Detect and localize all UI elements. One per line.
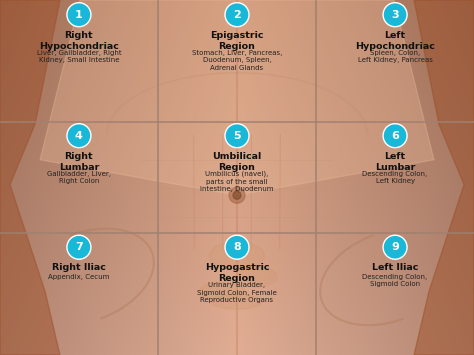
- Text: Spleen, Colon,
Left Kidney, Pancreas: Spleen, Colon, Left Kidney, Pancreas: [358, 50, 432, 63]
- Text: Epigastric
Region: Epigastric Region: [210, 31, 264, 51]
- Text: Right Iliac: Right Iliac: [52, 263, 106, 272]
- Circle shape: [383, 124, 407, 148]
- Text: 8: 8: [233, 242, 241, 252]
- Circle shape: [225, 124, 249, 148]
- Circle shape: [229, 187, 245, 203]
- Ellipse shape: [200, 282, 245, 300]
- Text: Umbilicus (navel),
parts of the small
intestine, Duodenum: Umbilicus (navel), parts of the small in…: [200, 171, 274, 192]
- Text: Descending Colon,
Sigmoid Colon: Descending Colon, Sigmoid Colon: [363, 274, 428, 287]
- Text: 2: 2: [233, 10, 241, 20]
- Circle shape: [383, 3, 407, 27]
- Text: Stomach, Liver, Pancreas,
Duodenum, Spleen,
Adrenal Glands: Stomach, Liver, Pancreas, Duodenum, Sple…: [192, 50, 282, 71]
- Circle shape: [383, 235, 407, 259]
- Text: Left
Lumbar: Left Lumbar: [375, 152, 415, 172]
- Text: 3: 3: [391, 10, 399, 20]
- Polygon shape: [40, 0, 434, 195]
- Text: Urinary Bladder,
Sigmoid Colon, Female
Reproductive Organs: Urinary Bladder, Sigmoid Colon, Female R…: [197, 282, 277, 303]
- Circle shape: [233, 191, 241, 199]
- Text: Left
Hypochondriac: Left Hypochondriac: [355, 31, 435, 51]
- Polygon shape: [0, 0, 60, 355]
- Circle shape: [67, 235, 91, 259]
- Polygon shape: [414, 0, 474, 355]
- Text: Left Iliac: Left Iliac: [372, 263, 418, 272]
- Text: Appendix, Cecum: Appendix, Cecum: [48, 274, 109, 280]
- Text: 1: 1: [75, 10, 83, 20]
- Text: 7: 7: [75, 242, 83, 252]
- Text: Hypogastric
Region: Hypogastric Region: [205, 263, 269, 283]
- Text: 5: 5: [233, 131, 241, 141]
- Circle shape: [67, 124, 91, 148]
- Text: Liver, Gallbladder, Right
Kidney, Small Intestine: Liver, Gallbladder, Right Kidney, Small …: [36, 50, 121, 63]
- Circle shape: [225, 235, 249, 259]
- Text: 6: 6: [391, 131, 399, 141]
- Circle shape: [225, 3, 249, 27]
- Ellipse shape: [210, 242, 264, 269]
- Text: Descending Colon,
Left Kidney: Descending Colon, Left Kidney: [363, 171, 428, 184]
- Text: Right
Hypochondriac: Right Hypochondriac: [39, 31, 119, 51]
- Ellipse shape: [237, 267, 277, 287]
- Text: Umbilical
Region: Umbilical Region: [212, 152, 262, 172]
- Text: Right
Lumbar: Right Lumbar: [59, 152, 99, 172]
- Circle shape: [67, 3, 91, 27]
- Ellipse shape: [212, 294, 262, 309]
- Text: Gallbladder, Liver,
Right Colon: Gallbladder, Liver, Right Colon: [47, 171, 111, 184]
- Text: 9: 9: [391, 242, 399, 252]
- Text: 4: 4: [75, 131, 83, 141]
